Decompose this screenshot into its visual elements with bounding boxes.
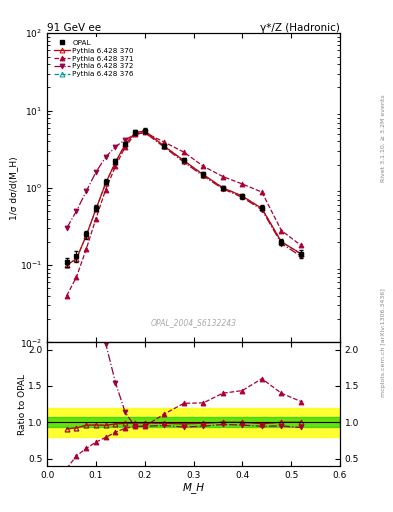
Y-axis label: Ratio to OPAL: Ratio to OPAL [18, 374, 27, 435]
Text: 91 GeV ee: 91 GeV ee [47, 23, 101, 32]
Text: γ*/Z (Hadronic): γ*/Z (Hadronic) [260, 23, 340, 32]
Y-axis label: 1/σ dσ/d(M_H): 1/σ dσ/d(M_H) [9, 156, 18, 220]
X-axis label: M_H: M_H [183, 482, 204, 494]
Legend: OPAL, Pythia 6.428 370, Pythia 6.428 371, Pythia 6.428 372, Pythia 6.428 376: OPAL, Pythia 6.428 370, Pythia 6.428 371… [51, 37, 137, 80]
Text: OPAL_2004_S6132243: OPAL_2004_S6132243 [151, 318, 237, 327]
Text: mcplots.cern.ch [arXiv:1306.3436]: mcplots.cern.ch [arXiv:1306.3436] [381, 289, 386, 397]
Text: Rivet 3.1.10, ≥ 3.2M events: Rivet 3.1.10, ≥ 3.2M events [381, 94, 386, 182]
